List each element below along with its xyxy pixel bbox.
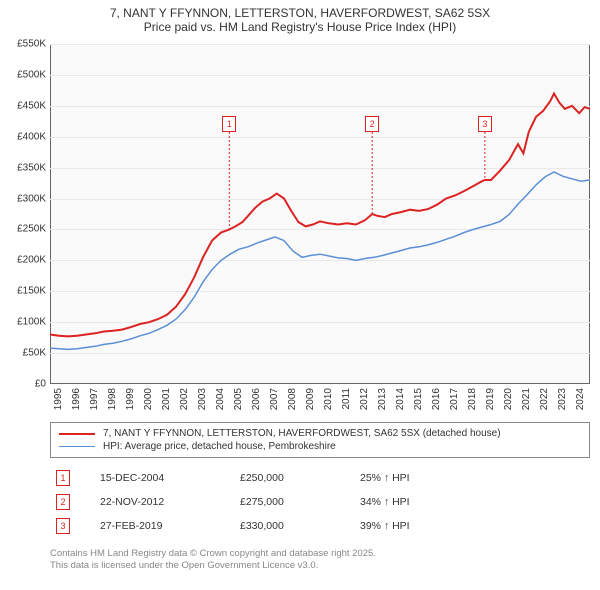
x-tick-label: 2009: [305, 388, 316, 410]
legend-swatch-property: [59, 433, 95, 435]
x-tick-label: 2019: [485, 388, 496, 410]
x-tick-label: 2007: [269, 388, 280, 410]
y-tick-label: £500K: [0, 69, 46, 80]
x-tick-label: 2012: [359, 388, 370, 410]
x-tick-label: 1998: [107, 388, 118, 410]
x-tick-label: 1999: [125, 388, 136, 410]
x-tick-label: 2011: [341, 388, 352, 410]
x-tick-label: 2005: [233, 388, 244, 410]
x-tick-label: 2001: [161, 388, 172, 410]
y-tick-label: £150K: [0, 286, 46, 297]
x-tick-label: 2006: [251, 388, 262, 410]
legend-item-hpi: HPI: Average price, detached house, Pemb…: [59, 440, 581, 453]
x-tick-label: 2004: [215, 388, 226, 410]
event-price: £250,000: [240, 472, 330, 484]
x-tick-label: 2002: [179, 388, 190, 410]
sale-events-table: 1 15-DEC-2004 £250,000 25% ↑ HPI 2 22-NOV-201…: [50, 466, 590, 538]
event-row: 2 22-NOV-2012 £275,000 34% ↑ HPI: [50, 490, 590, 514]
legend-swatch-hpi: [59, 446, 95, 447]
y-tick-label: £0: [0, 379, 46, 390]
y-tick-label: £550K: [0, 39, 46, 50]
legend: 7, NANT Y FFYNNON, LETTERSTON, HAVERFORD…: [50, 422, 590, 458]
title-subtitle: Price paid vs. HM Land Registry's House …: [10, 20, 590, 34]
y-tick-label: £250K: [0, 224, 46, 235]
event-delta: 25% ↑ HPI: [360, 472, 450, 484]
x-tick-label: 2024: [575, 388, 586, 410]
attribution-line2: This data is licensed under the Open Gov…: [50, 560, 590, 572]
x-tick-label: 2008: [287, 388, 298, 410]
attribution: Contains HM Land Registry data © Crown c…: [50, 548, 590, 573]
y-tick-label: £100K: [0, 317, 46, 328]
chart-marker-3: 3: [478, 116, 492, 132]
x-tick-label: 2003: [197, 388, 208, 410]
event-delta: 39% ↑ HPI: [360, 520, 450, 532]
event-marker-num: 2: [56, 494, 70, 510]
y-tick-label: £400K: [0, 131, 46, 142]
event-delta: 34% ↑ HPI: [360, 496, 450, 508]
x-tick-label: 2015: [413, 388, 424, 410]
event-price: £275,000: [240, 496, 330, 508]
plot-area: 123 £0£50K£100K£150K£200K£250K£300K£350K…: [50, 44, 590, 384]
x-tick-label: 1997: [89, 388, 100, 410]
event-date: 15-DEC-2004: [100, 472, 210, 484]
x-tick-label: 2000: [143, 388, 154, 410]
chart-container: 7, NANT Y FFYNNON, LETTERSTON, HAVERFORD…: [0, 0, 600, 590]
x-tick-label: 2016: [431, 388, 442, 410]
y-tick-label: £50K: [0, 348, 46, 359]
event-row: 1 15-DEC-2004 £250,000 25% ↑ HPI: [50, 466, 590, 490]
event-row: 3 27-FEB-2019 £330,000 39% ↑ HPI: [50, 514, 590, 538]
x-tick-label: 2013: [377, 388, 388, 410]
x-tick-label: 1996: [71, 388, 82, 410]
event-date: 27-FEB-2019: [100, 520, 210, 532]
attribution-line1: Contains HM Land Registry data © Crown c…: [50, 548, 590, 560]
y-tick-label: £450K: [0, 100, 46, 111]
event-marker-num: 1: [56, 470, 70, 486]
x-tick-label: 2017: [449, 388, 460, 410]
chart-marker-2: 2: [365, 116, 379, 132]
x-tick-label: 2020: [503, 388, 514, 410]
y-tick-label: £200K: [0, 255, 46, 266]
legend-item-property: 7, NANT Y FFYNNON, LETTERSTON, HAVERFORD…: [59, 427, 581, 440]
title-address: 7, NANT Y FFYNNON, LETTERSTON, HAVERFORD…: [10, 6, 590, 20]
x-tick-label: 1995: [53, 388, 64, 410]
event-date: 22-NOV-2012: [100, 496, 210, 508]
x-tick-label: 2010: [323, 388, 334, 410]
y-tick-label: £350K: [0, 162, 46, 173]
x-tick-label: 2022: [539, 388, 550, 410]
x-tick-label: 2021: [521, 388, 532, 410]
legend-label-hpi: HPI: Average price, detached house, Pemb…: [103, 441, 336, 452]
legend-label-property: 7, NANT Y FFYNNON, LETTERSTON, HAVERFORD…: [103, 428, 501, 439]
y-tick-label: £300K: [0, 193, 46, 204]
series-line-hpi: [50, 172, 590, 349]
x-tick-label: 2014: [395, 388, 406, 410]
x-tick-label: 2018: [467, 388, 478, 410]
chart-title: 7, NANT Y FFYNNON, LETTERSTON, HAVERFORD…: [0, 0, 600, 36]
event-marker-num: 3: [56, 518, 70, 534]
event-price: £330,000: [240, 520, 330, 532]
x-tick-label: 2023: [557, 388, 568, 410]
chart-marker-1: 1: [222, 116, 236, 132]
line-series-svg: [50, 44, 590, 384]
